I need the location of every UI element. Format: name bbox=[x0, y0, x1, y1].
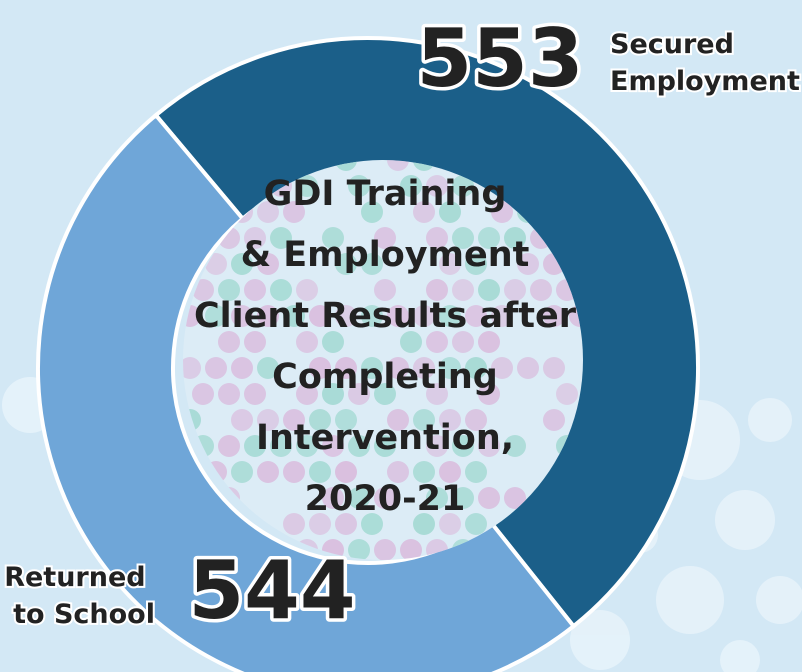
category-label: Returned to School bbox=[4, 562, 155, 630]
donut-slice bbox=[35, 112, 577, 672]
chart-title: GDI Training & Employment Client Results a… bbox=[194, 174, 577, 519]
value-label: 553 bbox=[417, 12, 584, 105]
title-line: 2020-21 bbox=[305, 479, 466, 519]
value-label: 544 bbox=[189, 544, 356, 637]
labels: 553 Secured Employment 544 Returned to Scho… bbox=[2, 8, 802, 640]
title-line: Intervention, bbox=[256, 418, 514, 458]
title-line: & Employment bbox=[241, 235, 530, 275]
title-line: Client Results after bbox=[194, 296, 577, 336]
category-label: Secured Employment bbox=[610, 29, 800, 97]
title-line: GDI Training bbox=[264, 174, 507, 214]
title-line: Completing bbox=[272, 357, 498, 397]
